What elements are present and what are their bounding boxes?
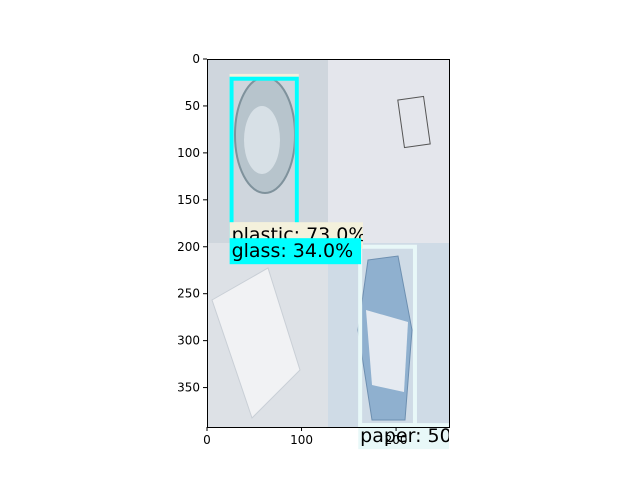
object-illustrations [211,76,431,421]
x-tick-label-0: 0 [203,433,211,447]
paper-box-tile [328,59,449,243]
x-tick-label-2: 200 [385,433,408,447]
detection-label-bg-1 [229,238,362,265]
y-tick-label-1: 50 [185,99,200,113]
x-axis: 0 100 200 [203,427,408,447]
y-tick-label-6: 300 [177,334,200,348]
detection-label-2: paper: 50.0% [360,425,488,447]
y-tick-label-2: 100 [177,146,200,160]
detection-label-group-1: glass: 34.0% [229,238,362,265]
detection-labels: plastic: 73.0%glass: 34.0%paper: 50.0% [229,222,488,450]
y-tick-label-0: 0 [192,52,200,66]
glass-jar-highlight [244,106,280,174]
y-tick-label-4: 200 [177,240,200,254]
y-tick-label-7: 350 [177,381,200,395]
blue-paper-white-fold [366,310,408,392]
y-tick-label-5: 250 [177,287,200,301]
y-axis: 0 50 100 150 200 250 300 350 [177,52,207,395]
crumpled-paper-illustration [211,267,301,419]
paper-box-label-illustration [397,95,431,149]
x-tick-label-1: 100 [290,433,313,447]
axes-frame [207,59,450,428]
detection-label-1: glass: 34.0% [232,240,354,262]
y-tick-label-3: 150 [177,193,200,207]
